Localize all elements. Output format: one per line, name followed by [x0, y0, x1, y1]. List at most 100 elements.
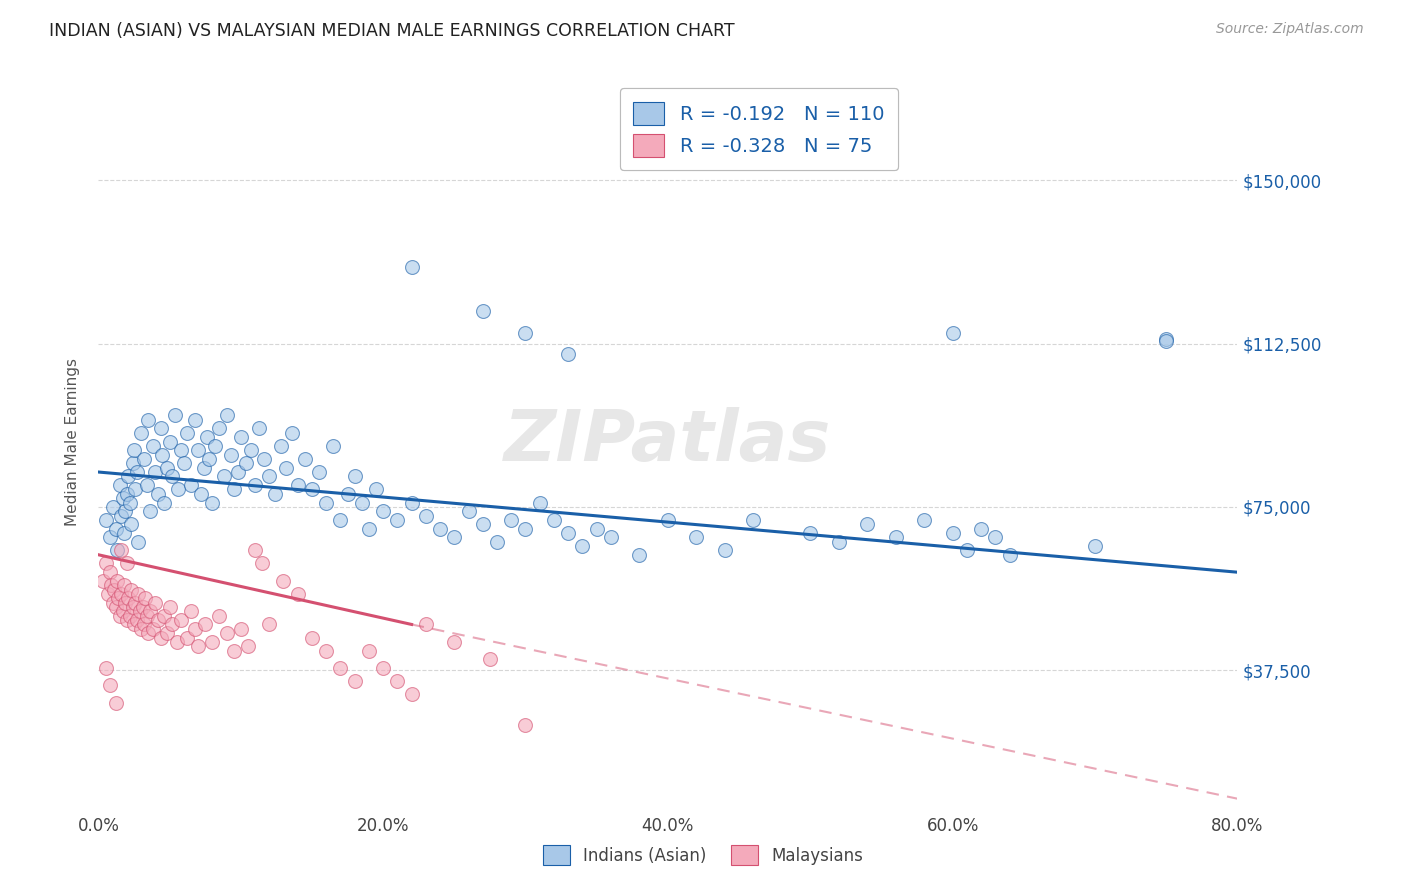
- Point: [132, 452, 155, 467]
- Point: [176, 631, 198, 645]
- Point: [153, 608, 176, 623]
- Point: [714, 543, 737, 558]
- Point: [190, 487, 212, 501]
- Legend: Indians (Asian), Malaysians: Indians (Asian), Malaysians: [533, 836, 873, 875]
- Point: [315, 495, 337, 509]
- Point: [148, 613, 170, 627]
- Point: [112, 526, 135, 541]
- Point: [104, 696, 127, 710]
- Point: [600, 530, 623, 544]
- Point: [132, 617, 155, 632]
- Point: [105, 574, 128, 588]
- Point: [148, 487, 170, 501]
- Point: [515, 522, 537, 536]
- Point: [287, 587, 309, 601]
- Point: [94, 557, 117, 571]
- Point: [118, 608, 141, 623]
- Point: [571, 539, 593, 553]
- Point: [121, 600, 143, 615]
- Point: [219, 448, 242, 462]
- Point: [98, 565, 121, 579]
- Text: INDIAN (ASIAN) VS MALAYSIAN MEDIAN MALE EARNINGS CORRELATION CHART: INDIAN (ASIAN) VS MALAYSIAN MEDIAN MALE …: [49, 22, 735, 40]
- Point: [134, 591, 156, 606]
- Point: [115, 557, 138, 571]
- Point: [429, 522, 451, 536]
- Y-axis label: Median Male Earnings: Median Male Earnings: [65, 358, 80, 525]
- Point: [970, 522, 993, 536]
- Point: [122, 443, 145, 458]
- Point: [884, 530, 907, 544]
- Point: [471, 304, 494, 318]
- Point: [343, 469, 366, 483]
- Point: [222, 643, 245, 657]
- Point: [101, 596, 124, 610]
- Point: [443, 530, 465, 544]
- Point: [165, 409, 187, 423]
- Point: [501, 513, 523, 527]
- Point: [387, 513, 409, 527]
- Point: [129, 622, 152, 636]
- Point: [529, 495, 551, 509]
- Point: [276, 460, 298, 475]
- Point: [243, 543, 266, 558]
- Point: [229, 430, 252, 444]
- Point: [322, 439, 344, 453]
- Point: [167, 483, 190, 497]
- Point: [222, 483, 245, 497]
- Point: [799, 526, 821, 541]
- Point: [159, 434, 181, 449]
- Point: [942, 326, 965, 340]
- Point: [912, 513, 935, 527]
- Point: [343, 674, 366, 689]
- Point: [162, 617, 184, 632]
- Point: [357, 522, 380, 536]
- Point: [159, 600, 181, 615]
- Point: [94, 661, 117, 675]
- Point: [150, 421, 173, 435]
- Point: [415, 508, 437, 523]
- Point: [138, 504, 160, 518]
- Point: [91, 574, 114, 588]
- Point: [856, 517, 879, 532]
- Point: [135, 608, 157, 623]
- Point: [557, 526, 579, 541]
- Point: [105, 543, 128, 558]
- Point: [215, 626, 238, 640]
- Point: [208, 608, 231, 623]
- Point: [103, 582, 125, 597]
- Point: [141, 622, 163, 636]
- Point: [97, 587, 120, 601]
- Point: [120, 517, 142, 532]
- Point: [543, 513, 565, 527]
- Point: [685, 530, 707, 544]
- Point: [235, 456, 257, 470]
- Point: [956, 543, 979, 558]
- Point: [281, 425, 304, 440]
- Point: [336, 487, 359, 501]
- Point: [401, 687, 423, 701]
- Point: [657, 513, 679, 527]
- Point: [415, 617, 437, 632]
- Point: [184, 622, 207, 636]
- Point: [115, 487, 138, 501]
- Point: [187, 443, 209, 458]
- Point: [329, 661, 352, 675]
- Point: [100, 578, 122, 592]
- Point: [194, 617, 217, 632]
- Point: [94, 513, 117, 527]
- Point: [515, 717, 537, 731]
- Point: [259, 617, 281, 632]
- Point: [239, 443, 262, 458]
- Point: [108, 608, 131, 623]
- Point: [193, 460, 215, 475]
- Point: [98, 530, 121, 544]
- Point: [136, 413, 159, 427]
- Point: [117, 591, 139, 606]
- Point: [145, 596, 167, 610]
- Point: [195, 430, 218, 444]
- Point: [294, 452, 316, 467]
- Point: [373, 504, 395, 518]
- Point: [1084, 539, 1107, 553]
- Point: [110, 508, 132, 523]
- Point: [273, 574, 295, 588]
